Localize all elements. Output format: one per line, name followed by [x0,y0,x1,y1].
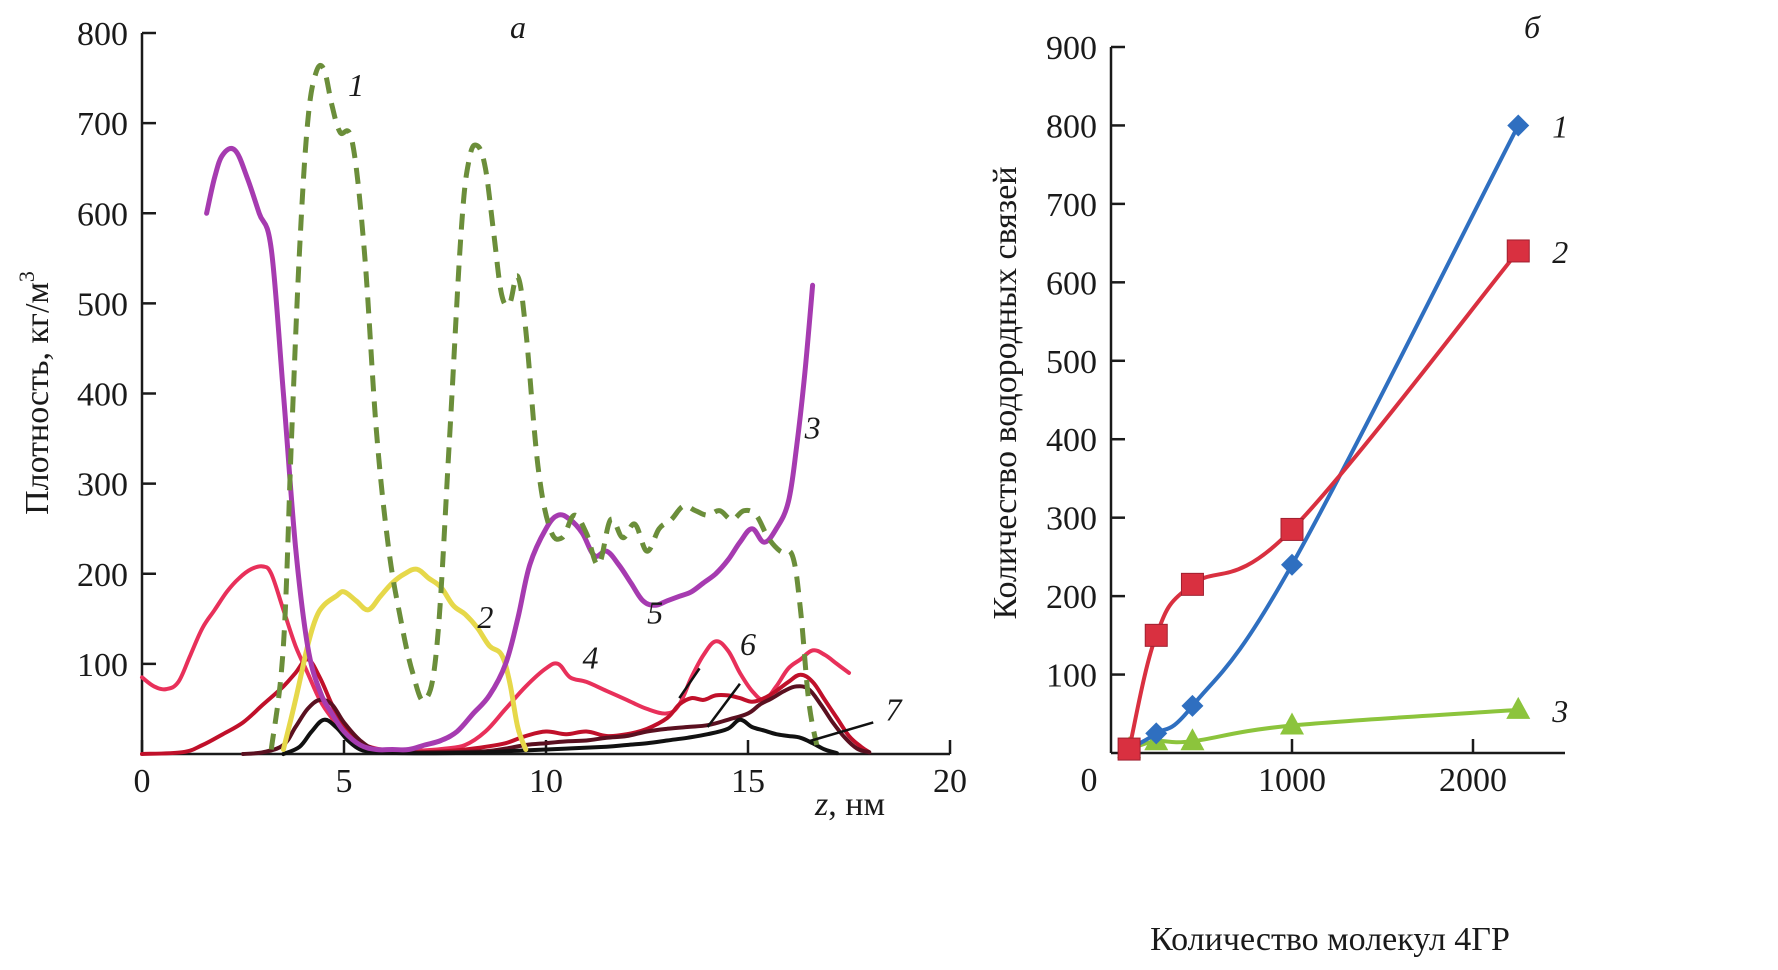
panel-a-leader-line-6 [706,682,741,728]
panel-b-series-2-point [1117,737,1141,761]
panel-b-series-2-line [1127,249,1520,750]
panel-a-series-7-line [281,717,839,756]
panel-a-y-tick-label: 300 [77,467,128,504]
panel-a-series-5-label: 5 [647,594,663,630]
panel-a-series-4-label: 4 [582,639,598,675]
panel-a-density-profile: 100 200 300 400 500 600 700 800 0 5 10 15 20 1 2 3 4 5 6 7… [14,9,967,823]
panel-a-curve-labels: 1 2 3 4 5 6 7 [348,67,903,743]
panel-b-axes: 100 200 300 400 500 600 700 800 900 0 1000 2000 [1046,30,1565,799]
panel-a-x-tick-label: 10 [529,763,563,800]
panel-a-y-tick-label: 400 [77,377,128,414]
panel-b-series-1-label: 1 [1552,108,1568,144]
panel-a-label: а [510,9,526,45]
panel-a-series-3-line [204,145,816,753]
panel-a-x-axis-title: z, нм [814,786,885,823]
panel-b-y-tick-label: 100 [1046,658,1097,695]
panel-b-series-1-line [1128,124,1521,751]
panel-a-y-axis-title: Плотность, кг/м3 [14,271,56,515]
panel-a-y-tick-label: 100 [77,647,128,684]
panel-b-curve-labels: 1 2 3 [1551,108,1568,728]
panel-b-y-tick-label: 700 [1046,187,1097,224]
panel-a-series-3-label: 3 [804,410,821,446]
panel-b-series-3-label: 3 [1551,693,1568,729]
panel-b-y-tick-label: 500 [1046,344,1097,381]
panel-b-y-tick-label: 900 [1046,30,1097,67]
panel-b-series-2-point [1144,623,1168,647]
panel-b-x-tick-label: 1000 [1258,762,1326,799]
panel-b-x-axis-title: Количество молекул 4ГР [1150,921,1510,958]
panel-a-series-4-line [140,564,851,753]
panel-b-y-axis-title: Количество водородных связей [987,166,1024,619]
panel-b-y-tick-label: 300 [1046,501,1097,538]
panel-b-series-2-point [1280,517,1304,541]
panel-b-series-3-point [1180,728,1205,751]
panel-b-x-tick-label: 0 [1081,762,1098,799]
panel-b-curves [1117,114,1531,761]
panel-b-series-1-point [1145,722,1168,745]
panel-a-y-tick-label: 700 [77,106,128,143]
panel-a-y-tick-label: 200 [77,557,128,594]
panel-b-y-tick-label: 200 [1046,579,1097,616]
panel-a-x-tick-label: 5 [336,763,353,800]
panel-b-series-1-point [1181,694,1204,717]
panel-a-curves [140,62,872,756]
panel-b-y-tick-label: 600 [1046,265,1097,302]
panel-a-leader-line-5 [678,667,701,699]
panel-a-series-2-line [280,566,529,752]
panel-b-x-tick-label: 2000 [1439,762,1507,799]
panel-b-series-2-point [1180,572,1204,596]
panel-a-y-tick-label: 500 [77,286,128,323]
panel-b-series-1-point [1281,553,1303,576]
panel-b-series-1-point [1507,114,1530,137]
panel-a-y-tick-label: 800 [77,16,128,53]
panel-a-x-tick-label: 20 [933,763,967,800]
panel-a-series-1-label: 1 [348,67,364,103]
panel-a-y-tick-label: 600 [77,196,128,233]
panel-a-x-tick-label: 0 [134,763,151,800]
panel-b-series-2-label: 2 [1552,234,1568,270]
panel-a-series-6-line [241,684,872,756]
panel-b-series-3-point [1506,696,1531,719]
panel-b-y-tick-label: 400 [1046,422,1097,459]
panel-a-series-2-label: 2 [477,599,493,635]
panel-a-series-6-label: 6 [740,626,756,662]
panel-b-series-2-point [1506,239,1530,263]
panel-b-hydrogen-bonds: 100 200 300 400 500 600 700 800 900 0 1000 2000 1 2 3… [987,9,1568,958]
panel-a-leader-line-7 [808,721,874,743]
panel-b-series-3-point [1280,712,1304,735]
panel-b-label: б [1524,9,1541,45]
panel-a-series-1-line [268,62,820,750]
panel-b-y-tick-label: 800 [1046,108,1097,145]
panel-a-x-tick-label: 15 [731,763,765,800]
panel-a-series-7-label: 7 [885,692,903,728]
